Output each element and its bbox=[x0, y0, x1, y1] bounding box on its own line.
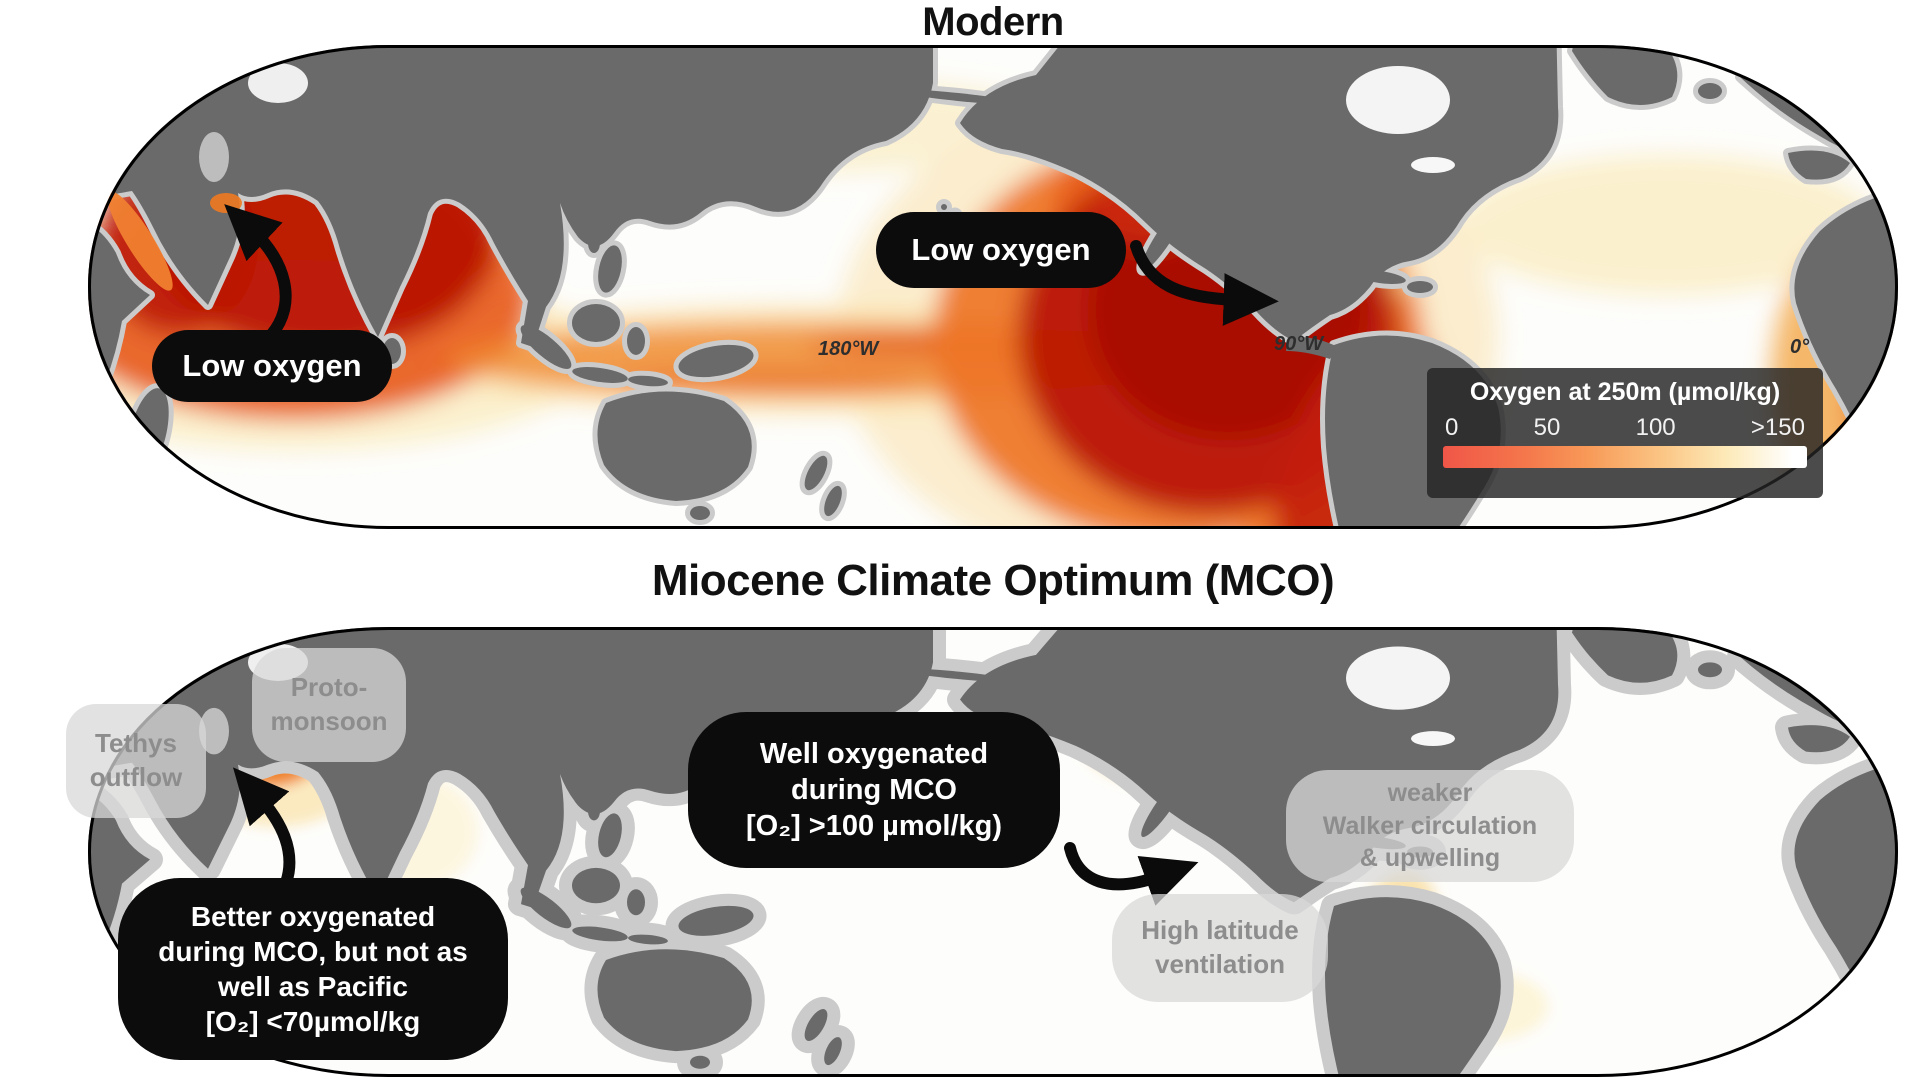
annotation-high-latitude-ventilation: High latitude ventilation bbox=[1112, 894, 1328, 1002]
annotation-low-oxygen-pacific: Low oxygen bbox=[876, 212, 1126, 288]
map-outline-mco bbox=[88, 627, 1898, 1077]
legend-tick-150: >150 bbox=[1750, 414, 1805, 441]
mco-panel-title: Miocene Climate Optimum (MCO) bbox=[651, 556, 1335, 605]
legend-tick-50: 50 bbox=[1533, 414, 1561, 441]
annotation-well-oxygenated-label: Well oxygenated during MCO [O₂] >100 µmo… bbox=[745, 737, 1002, 843]
annotation-high-latitude-ventilation-label: High latitude ventilation bbox=[1141, 915, 1299, 979]
legend-box: Oxygen at 250m (µmol/kg) 0 50 100 >150 bbox=[1427, 368, 1823, 498]
map-outline-modern bbox=[88, 45, 1898, 529]
lon-label-90w: 90°W bbox=[1274, 333, 1324, 355]
annotation-low-oxygen-indian-label: Low oxygen bbox=[182, 348, 362, 383]
annotation-weaker-walker-label: weaker Walker circulation & upwelling bbox=[1322, 779, 1538, 873]
annotation-well-oxygenated: Well oxygenated during MCO [O₂] >100 µmo… bbox=[688, 712, 1060, 868]
annotation-tethys-outflow-label: Tethys outflow bbox=[89, 728, 183, 792]
legend-tick-100: 100 bbox=[1635, 414, 1676, 441]
legend-tick-0: 0 bbox=[1445, 414, 1459, 441]
legend-title: Oxygen at 250m (µmol/kg) bbox=[1469, 378, 1781, 406]
arrow-pacific-modern-icon bbox=[1130, 240, 1279, 326]
annotation-weaker-walker: weaker Walker circulation & upwelling bbox=[1286, 770, 1574, 882]
sea-persian-gulf bbox=[210, 193, 242, 213]
lon-label-0: 0° bbox=[1790, 336, 1810, 358]
annotation-better-oxygenated: Better oxygenated during MCO, but not as… bbox=[118, 878, 508, 1060]
annotation-proto-monsoon: Proto- monsoon bbox=[252, 648, 406, 762]
land-isthmus-panama bbox=[1286, 336, 1338, 359]
annotation-tethys-outflow: Tethys outflow bbox=[66, 704, 206, 818]
annotation-low-oxygen-indian: Low oxygen bbox=[152, 330, 392, 402]
modern-panel-title: Modern bbox=[922, 0, 1064, 44]
annotation-low-oxygen-pacific-label: Low oxygen bbox=[911, 232, 1091, 267]
legend-gradient-bar bbox=[1443, 446, 1807, 468]
annotation-better-oxygenated-label: Better oxygenated during MCO, but not as… bbox=[158, 901, 468, 1037]
lon-label-180w: 180°W bbox=[818, 338, 879, 360]
sea-red-sea-low-oxygen bbox=[107, 191, 173, 291]
legend-ticks: 0 50 100 >150 bbox=[1443, 414, 1807, 442]
annotation-proto-monsoon-label: Proto- monsoon bbox=[270, 672, 388, 736]
arrow-indian-modern-icon bbox=[224, 204, 292, 340]
arrow-pacific-mco-icon bbox=[1064, 842, 1199, 906]
